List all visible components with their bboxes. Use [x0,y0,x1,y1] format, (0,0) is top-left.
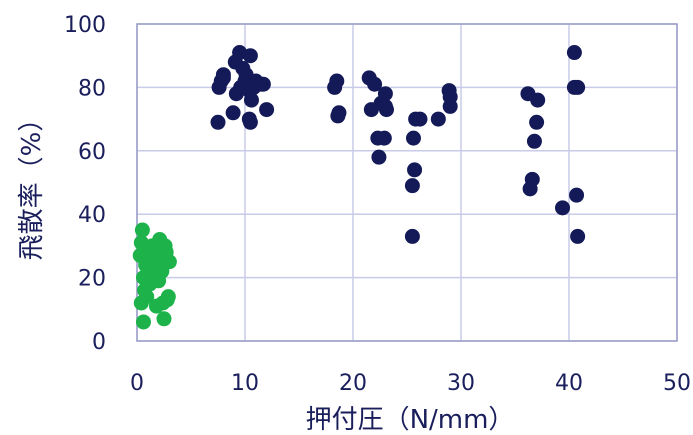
data-point [529,114,545,130]
data-point [555,200,571,216]
data-point [329,73,345,89]
data-point [526,133,542,149]
data-point [135,314,151,330]
grid-lines [136,23,678,342]
data-point [530,92,546,108]
data-point [371,149,387,165]
data-point [412,111,428,127]
data-point [407,162,423,178]
data-point [156,311,172,327]
data-point [161,254,177,270]
data-point [430,111,446,127]
data-point [377,86,393,102]
x-tick-label: 40 [555,371,583,396]
data-point [566,45,582,61]
data-point [524,171,540,187]
data-point [139,289,155,305]
x-tick-label: 30 [447,371,475,396]
y-tick-label: 80 [78,76,106,101]
data-point [376,130,392,146]
data-point [210,114,226,130]
data-point [442,98,458,114]
plot-area-border [136,23,678,342]
x-axis-title: 押付圧（N/mm） [306,405,515,435]
data-point [405,130,421,146]
data-point [255,76,271,92]
data-point [215,70,231,86]
data-point [378,102,394,118]
data-points [132,45,586,330]
tick-labels: 0 10 20 30 40 50 0 20 40 60 80 100 [64,13,691,396]
data-point [243,92,259,108]
x-tick-label: 50 [663,371,691,396]
y-tick-label: 20 [78,267,106,292]
data-point [570,228,586,244]
x-tick-label: 10 [231,371,259,396]
x-tick-label: 20 [339,371,367,396]
data-point [160,289,176,305]
x-tick-label: 0 [130,371,144,396]
data-point [242,48,258,64]
data-point [259,102,275,118]
data-point [569,187,585,203]
data-point [331,105,347,121]
y-tick-label: 100 [64,13,106,38]
data-point [225,105,241,121]
data-point [242,114,258,130]
y-tick-label: 60 [78,140,106,165]
data-point [404,228,420,244]
data-point [134,222,150,238]
y-tick-label: 40 [78,203,106,228]
y-tick-label: 0 [92,330,106,355]
data-point [570,79,586,95]
data-point [404,178,420,194]
y-axis-title: 飛散率（%） [17,106,47,261]
data-point [367,76,383,92]
